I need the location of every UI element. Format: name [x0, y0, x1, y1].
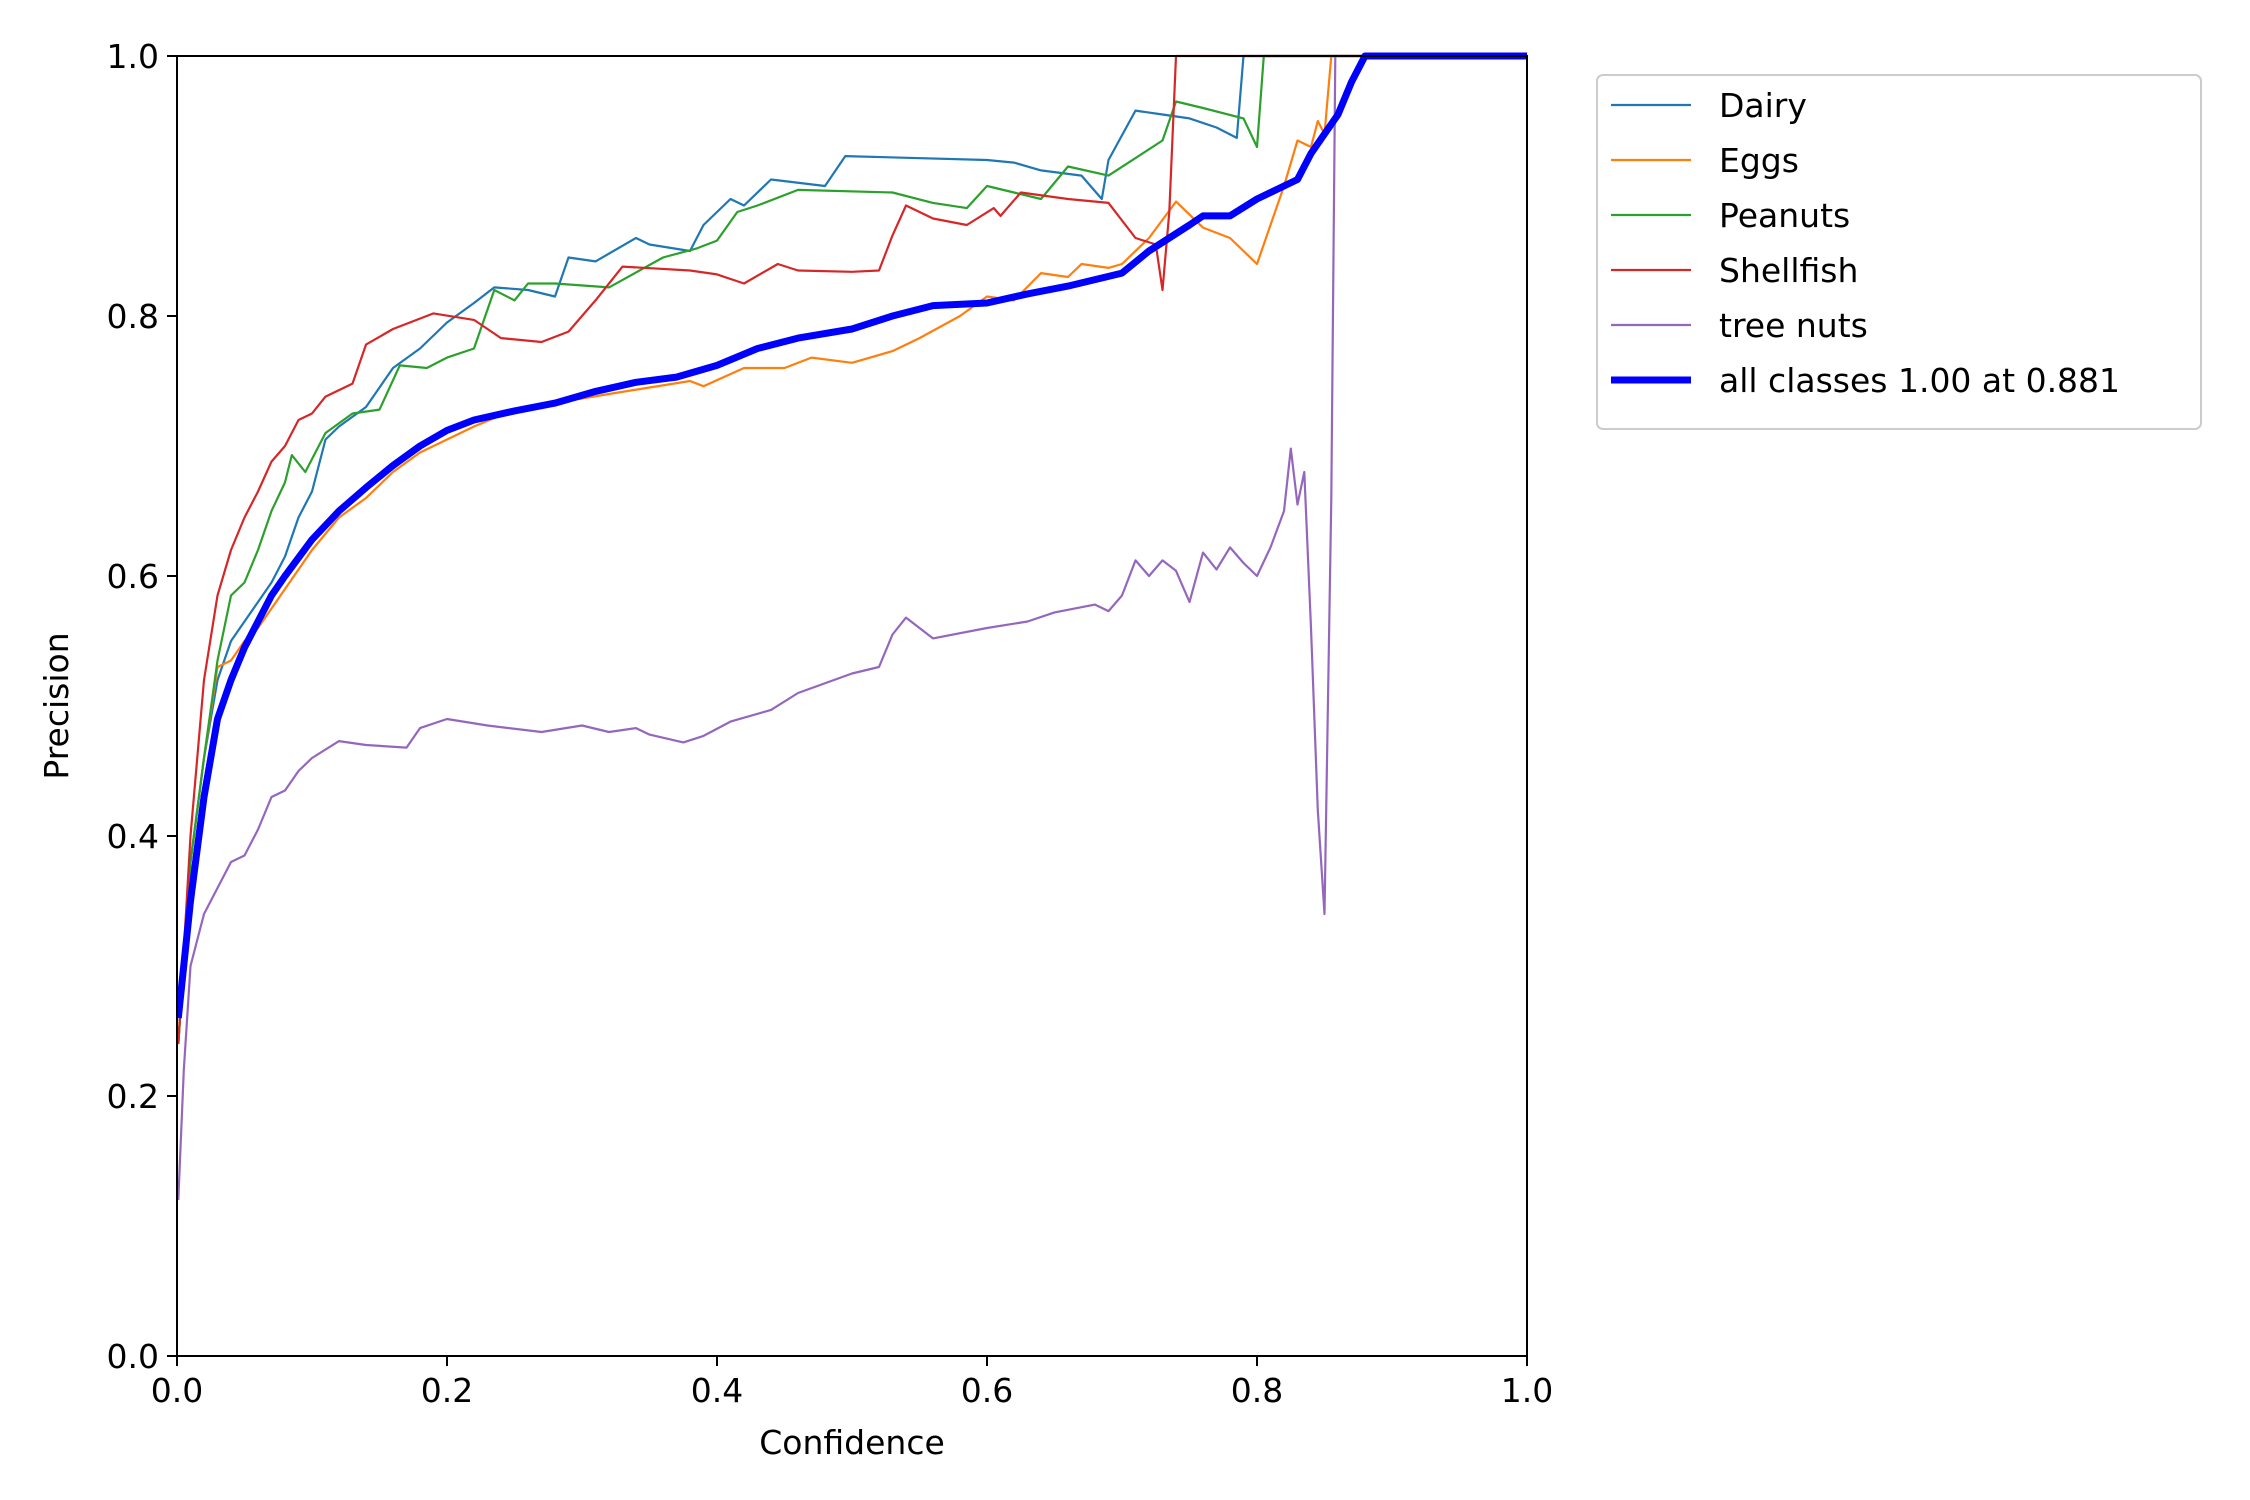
- x-tick-label: 0.0: [151, 1371, 203, 1410]
- series-line-eggs: [177, 54, 1527, 1045]
- y-axis-title: Precision: [37, 632, 76, 779]
- x-tick-label: 1.0: [1501, 1371, 1553, 1410]
- y-tick-label: 0.8: [107, 297, 159, 336]
- x-tick-label: 0.2: [421, 1371, 473, 1410]
- x-axis-title: Confidence: [759, 1423, 945, 1462]
- legend-label: Eggs: [1719, 141, 1799, 180]
- plot-frame: [176, 55, 1528, 1357]
- y-tick-label: 0.4: [107, 817, 159, 856]
- legend-label: tree nuts: [1719, 306, 1868, 345]
- y-tick-label: 0.0: [107, 1337, 159, 1376]
- x-tick-label: 0.8: [1231, 1371, 1283, 1410]
- series-line-shellfish: [177, 54, 1527, 1045]
- x-tick-label: 0.4: [691, 1371, 743, 1410]
- series-line-dairy: [177, 54, 1527, 1045]
- y-tick-label: 0.6: [107, 557, 159, 596]
- legend-label: all classes 1.00 at 0.881: [1719, 361, 2120, 400]
- ticks-layer: 0.0 0.2 0.4 0.6 0.8 1.0 0.0 0.2 0.4 0.6 0.8 1.0: [107, 37, 1554, 1410]
- legend-label: Dairy: [1719, 86, 1807, 125]
- legend-frame: [1596, 74, 2202, 430]
- y-tick-label: 0.2: [107, 1077, 159, 1116]
- y-tick-label: 1.0: [107, 37, 159, 76]
- legend: Dairy Eggs Peanuts Shellfish tree nuts all cl…: [1596, 74, 2202, 430]
- x-tick-label: 0.6: [961, 1371, 1013, 1410]
- series-layer: [177, 52, 1527, 1201]
- legend-label: Shellfish: [1719, 251, 1858, 290]
- legend-label: Peanuts: [1719, 196, 1850, 235]
- series-line-peanuts: [177, 54, 1527, 1045]
- series-line-tree-nuts: [177, 54, 1527, 1201]
- series-line-all-classes-1-00-at-0-881: [177, 52, 1527, 1019]
